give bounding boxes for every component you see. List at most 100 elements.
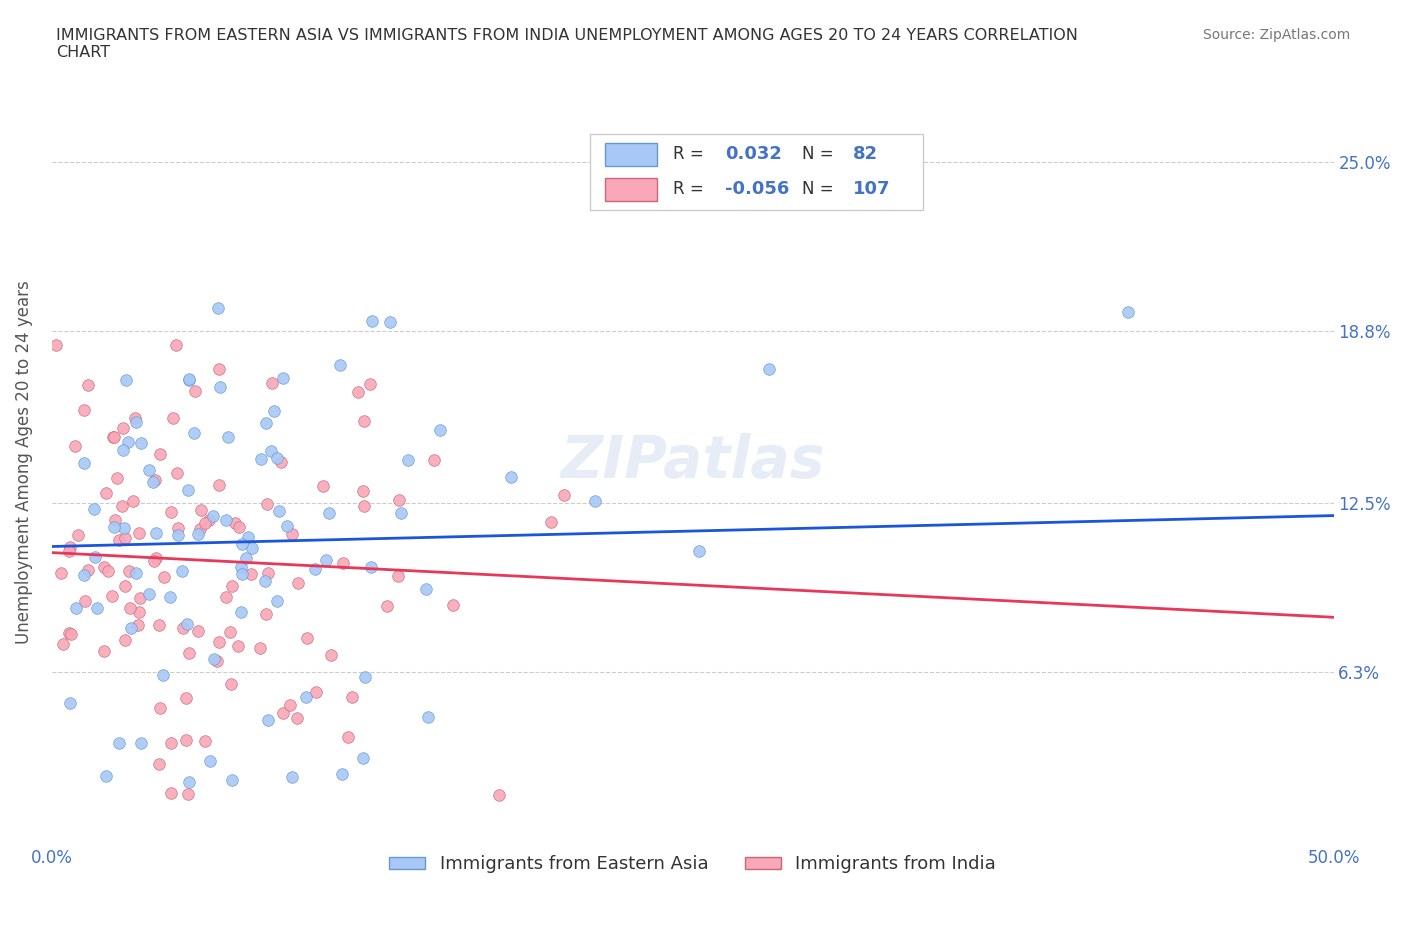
Point (260, 376, 283, 391)
Point (127, 618, 149, 632)
Point (269, 503, 291, 518)
Point (321, 647, 343, 662)
Point (103, 520, 125, 535)
Point (114, 578, 136, 593)
Point (104, 513, 127, 528)
Point (312, 478, 335, 493)
Point (170, 564, 193, 578)
Point (76, 563, 98, 578)
Point (96, 768, 118, 783)
Point (266, 451, 288, 466)
Point (329, 358, 352, 373)
Point (337, 729, 360, 744)
Point (159, 590, 181, 604)
Point (124, 411, 146, 426)
Point (219, 676, 242, 691)
Point (73, 456, 96, 471)
Point (129, 591, 152, 605)
Point (315, 552, 337, 567)
Point (360, 560, 382, 575)
Point (143, 554, 166, 569)
Point (142, 475, 165, 490)
Point (488, 788, 510, 803)
Point (145, 551, 167, 565)
Point (271, 706, 294, 721)
Point (63, 439, 86, 454)
Point (240, 567, 263, 582)
Point (114, 530, 136, 545)
Point (115, 372, 138, 387)
FancyBboxPatch shape (591, 134, 924, 210)
Point (111, 420, 134, 435)
Point (226, 639, 249, 654)
Point (148, 756, 170, 771)
Point (257, 565, 280, 580)
Point (128, 604, 150, 619)
Point (108, 532, 131, 547)
Text: Source: ZipAtlas.com: Source: ZipAtlas.com (1202, 28, 1350, 42)
Point (128, 525, 150, 540)
Point (177, 373, 200, 388)
Point (93, 559, 115, 574)
Text: 0.032: 0.032 (724, 145, 782, 163)
Point (218, 624, 240, 639)
Point (188, 522, 211, 537)
Point (583, 494, 606, 509)
Point (143, 472, 166, 487)
Text: N =: N = (801, 179, 834, 197)
Point (388, 492, 411, 507)
Point (77, 378, 100, 392)
Text: 107: 107 (853, 179, 890, 197)
Point (340, 689, 363, 704)
Legend: Immigrants from Eastern Asia, Immigrants from India: Immigrants from Eastern Asia, Immigrants… (382, 848, 1002, 881)
Point (375, 598, 398, 613)
Point (221, 772, 243, 787)
Point (167, 527, 190, 542)
Point (101, 430, 124, 445)
Point (118, 601, 141, 616)
Point (271, 370, 294, 385)
Point (249, 641, 271, 656)
Point (152, 668, 174, 683)
Point (45, 338, 67, 352)
Point (160, 505, 183, 520)
Point (112, 521, 135, 536)
Point (215, 512, 238, 527)
Text: -0.056: -0.056 (724, 179, 789, 197)
Point (59, 539, 82, 554)
Point (75, 593, 97, 608)
Point (553, 487, 575, 502)
Point (86, 601, 108, 616)
Point (125, 566, 148, 581)
Point (332, 555, 354, 570)
Point (183, 426, 205, 441)
Point (396, 452, 419, 467)
Point (352, 751, 374, 766)
Point (228, 519, 250, 534)
Point (52, 637, 75, 652)
Point (229, 560, 252, 575)
Point (60, 626, 83, 641)
Point (389, 505, 412, 520)
Text: ZIPatlas: ZIPatlas (561, 433, 825, 490)
Point (347, 384, 370, 399)
Point (72, 567, 94, 582)
Point (231, 537, 253, 551)
Point (250, 452, 273, 467)
Point (138, 586, 160, 601)
Point (278, 698, 301, 712)
Point (176, 617, 198, 631)
Point (97, 564, 120, 578)
Point (378, 314, 401, 329)
Point (281, 769, 304, 784)
Point (129, 436, 152, 451)
Point (256, 497, 278, 512)
Point (100, 589, 122, 604)
Point (103, 430, 125, 445)
Point (207, 301, 229, 316)
Point (105, 471, 128, 485)
Point (236, 530, 259, 545)
Point (208, 478, 231, 493)
Text: IMMIGRANTS FROM EASTERN ASIA VS IMMIGRANTS FROM INDIA UNEMPLOYMENT AMONG AGES 20: IMMIGRANTS FROM EASTERN ASIA VS IMMIGRAN… (56, 28, 1078, 60)
Point (540, 515, 562, 530)
